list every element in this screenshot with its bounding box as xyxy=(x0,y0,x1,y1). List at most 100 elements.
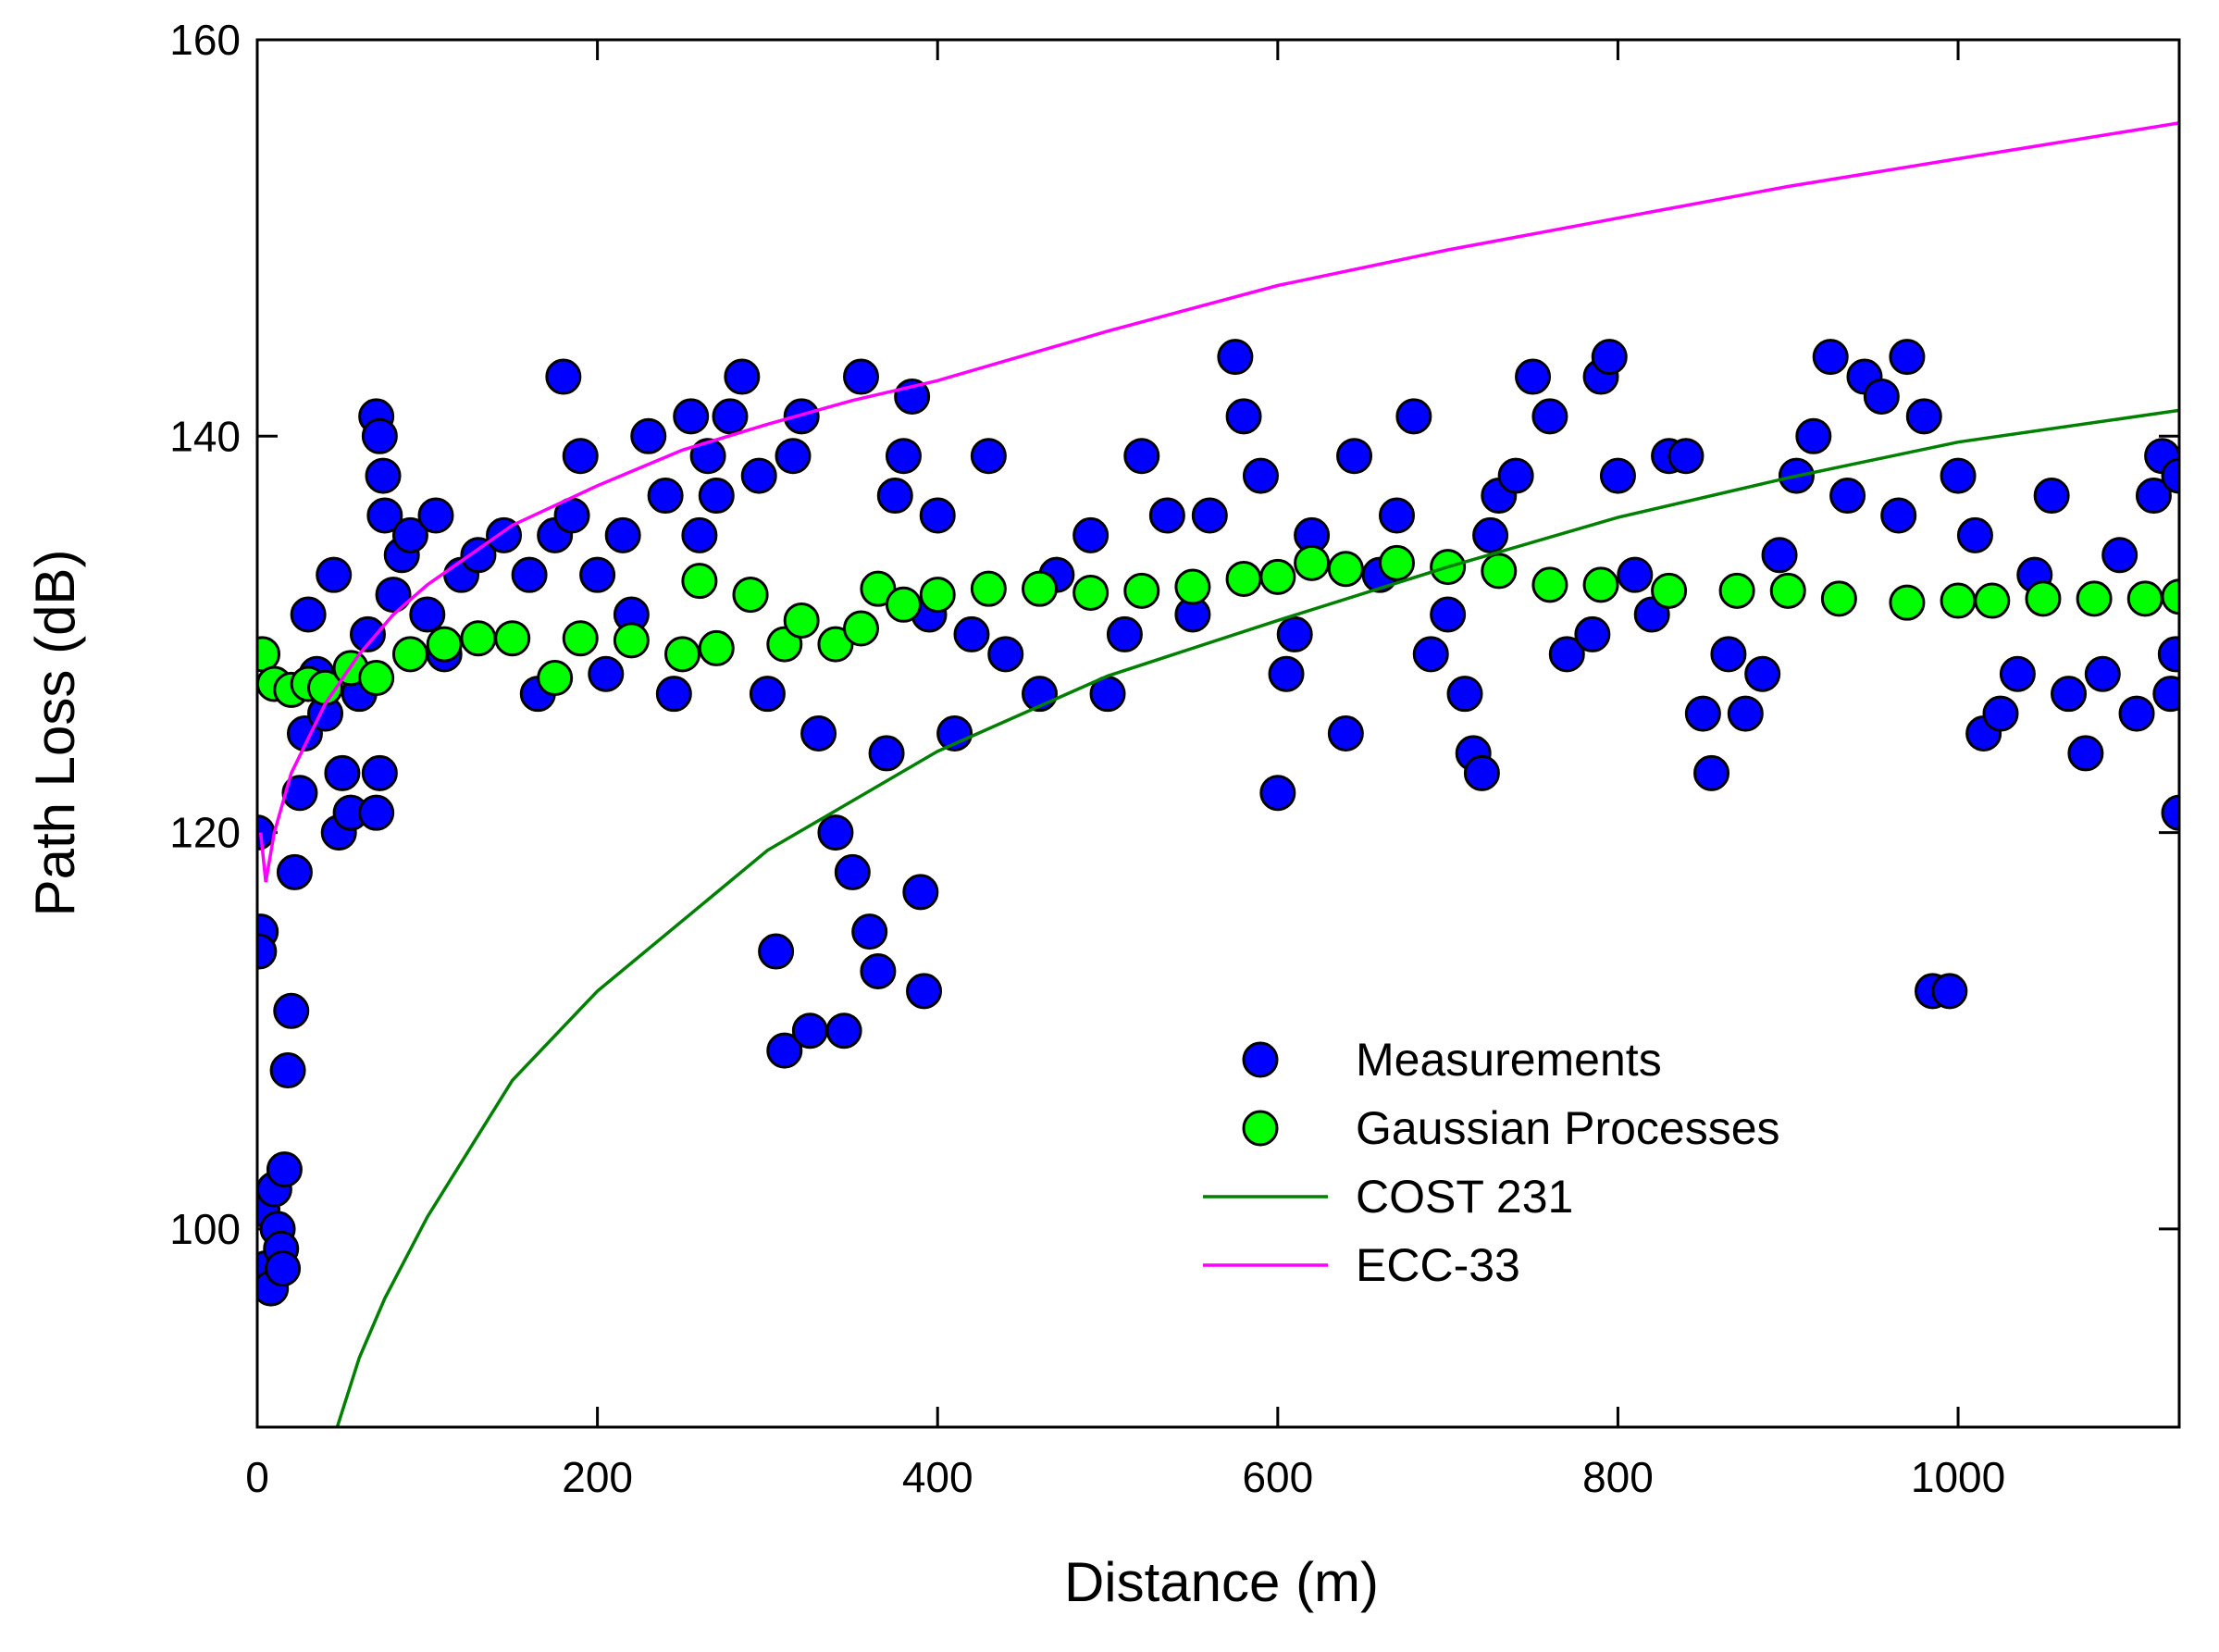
x-axis-label: Distance (m) xyxy=(1064,1551,1379,1613)
legend-marker xyxy=(1242,1110,1279,1147)
point xyxy=(604,516,641,553)
point xyxy=(1718,572,1755,609)
point xyxy=(1999,655,2036,692)
y-axis-label: Path Loss (dB) xyxy=(24,550,86,917)
point xyxy=(1259,775,1296,812)
plot-area xyxy=(257,121,2179,1427)
point xyxy=(349,615,386,652)
point xyxy=(460,620,497,657)
point xyxy=(800,715,837,751)
point xyxy=(460,537,497,574)
point xyxy=(791,1012,828,1050)
point xyxy=(1769,572,1806,609)
point xyxy=(1761,537,1798,574)
point xyxy=(1667,438,1705,475)
point xyxy=(876,478,913,515)
point xyxy=(266,1151,303,1188)
point xyxy=(1795,417,1832,454)
point xyxy=(2161,794,2179,831)
point xyxy=(987,636,1024,673)
point xyxy=(655,676,692,713)
point xyxy=(1829,478,1866,515)
point xyxy=(1022,570,1059,607)
point xyxy=(689,438,726,475)
point xyxy=(579,556,616,593)
point xyxy=(681,563,718,600)
point xyxy=(698,478,735,515)
point xyxy=(366,497,403,534)
legend-label: ECC-33 xyxy=(1356,1239,1520,1291)
y-tick-label: 100 xyxy=(169,1205,241,1253)
point xyxy=(1744,655,1781,692)
y-tick-label: 160 xyxy=(169,16,241,64)
point xyxy=(613,622,650,659)
point xyxy=(919,577,956,614)
point xyxy=(1378,544,1415,581)
point xyxy=(1863,378,1900,415)
point xyxy=(724,358,761,395)
point xyxy=(1710,636,1747,673)
legend-marker xyxy=(1242,1041,1279,1078)
legend-label: Measurements xyxy=(1356,1034,1662,1086)
point xyxy=(324,754,361,791)
point xyxy=(537,660,574,697)
y-tick-label: 140 xyxy=(169,412,241,460)
x-tick-label: 600 xyxy=(1242,1453,1313,1501)
point xyxy=(1148,497,1185,534)
point xyxy=(417,497,454,534)
point xyxy=(1727,695,1764,732)
point xyxy=(843,610,880,647)
point xyxy=(1106,615,1143,652)
point xyxy=(276,853,313,890)
point xyxy=(1582,566,1619,603)
legend-label: COST 231 xyxy=(1356,1171,1573,1223)
point xyxy=(273,992,310,1029)
point xyxy=(1591,339,1628,376)
line xyxy=(258,121,2179,883)
point xyxy=(732,577,769,614)
point xyxy=(758,933,795,970)
point xyxy=(545,358,582,395)
point xyxy=(375,577,412,614)
point xyxy=(1931,973,1968,1010)
point xyxy=(562,438,599,475)
point xyxy=(1378,497,1415,534)
point xyxy=(712,398,749,435)
point xyxy=(1225,560,1262,597)
point xyxy=(766,1032,803,1069)
point xyxy=(1225,398,1262,435)
point xyxy=(2118,695,2155,732)
point xyxy=(1327,715,1364,751)
point xyxy=(1548,636,1585,673)
point xyxy=(783,602,820,639)
point xyxy=(681,516,718,553)
point xyxy=(1123,438,1160,475)
point xyxy=(775,438,812,475)
point xyxy=(1531,566,1568,603)
point xyxy=(698,629,735,666)
point xyxy=(2152,676,2179,713)
point xyxy=(906,973,943,1010)
point xyxy=(1259,558,1296,595)
point xyxy=(2126,580,2163,617)
point xyxy=(970,438,1007,475)
point xyxy=(257,636,281,673)
point xyxy=(2025,580,2062,617)
point xyxy=(1599,457,1636,494)
point xyxy=(1191,497,1228,534)
point xyxy=(2033,478,2070,515)
point xyxy=(1217,339,1254,376)
point xyxy=(1889,339,1926,376)
point xyxy=(1905,398,1942,435)
point xyxy=(1497,457,1534,494)
point xyxy=(2067,735,2104,772)
point xyxy=(361,754,398,791)
point xyxy=(664,636,701,673)
point xyxy=(817,814,854,851)
point xyxy=(562,620,599,657)
point xyxy=(1072,516,1110,553)
point xyxy=(1982,695,2019,732)
point xyxy=(2157,636,2179,673)
legend-label: Gaussian Processes xyxy=(1356,1102,1780,1154)
